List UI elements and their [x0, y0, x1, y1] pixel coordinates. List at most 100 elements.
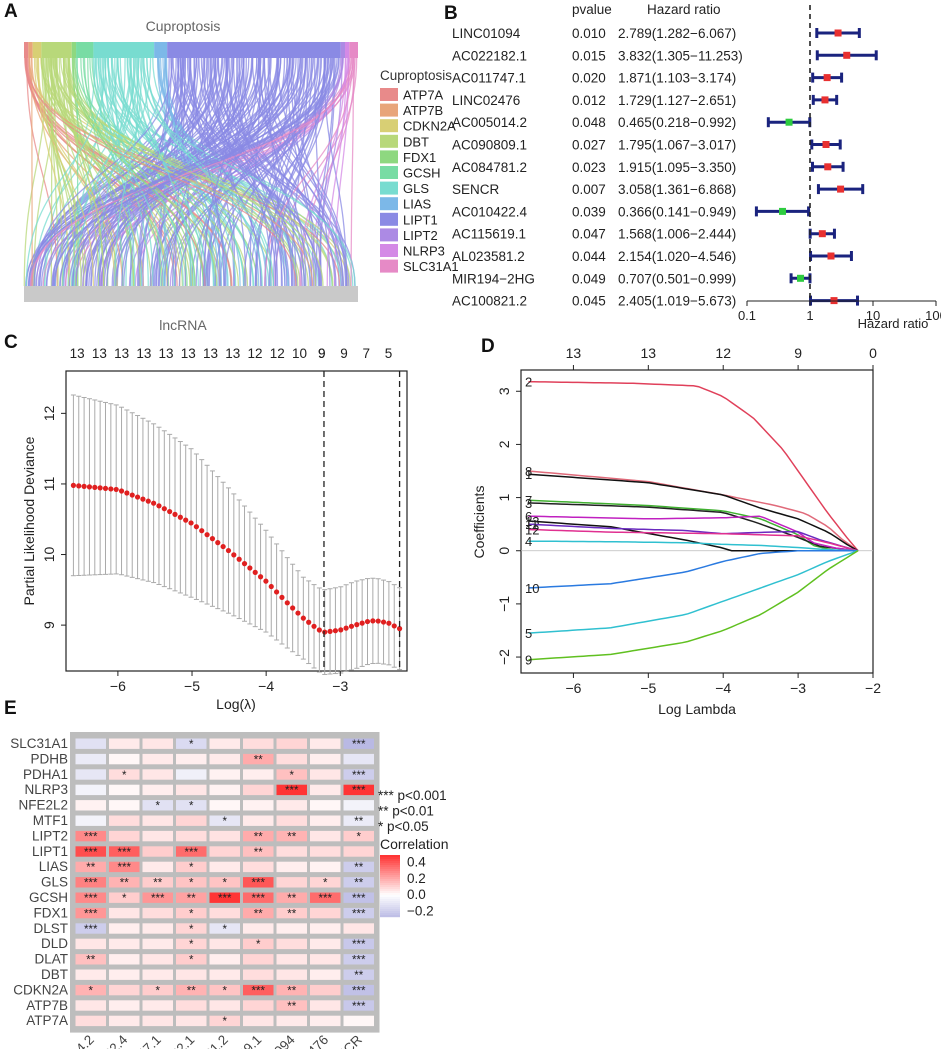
panel-e-heatmap: E SLC31A1****PDHB**PDHA1*****NLRP3******… [4, 698, 448, 1049]
cv-point [349, 624, 354, 629]
cv-point [98, 485, 103, 490]
cv-point [392, 623, 397, 628]
heatmap-star: *** [151, 893, 165, 905]
cv-point [306, 620, 311, 625]
heatmap-cell [143, 739, 174, 749]
forest-gene-label: AC100821.2 [452, 294, 527, 309]
heatmap-cell [109, 939, 140, 949]
coef-y-tick-label: 1 [496, 493, 512, 501]
cv-top-count: 13 [114, 346, 129, 361]
cv-x-tick-label: −5 [184, 678, 200, 694]
colorbar-title: Correlation [380, 836, 448, 852]
cv-point [103, 486, 108, 491]
forest-gene-label: MIR194−2HG [452, 271, 535, 286]
heatmap-cell [143, 816, 174, 826]
cv-xlabel: Log(λ) [216, 696, 256, 712]
heatmap-star: ** [254, 908, 263, 920]
cv-y-tick-label: 10 [41, 547, 57, 563]
heatmap-star: *** [252, 878, 266, 890]
coef-y-tick-label: 0 [496, 547, 512, 555]
heatmap-cell [310, 1000, 341, 1010]
heatmap-cell [176, 970, 207, 980]
cv-top-count: 13 [159, 346, 174, 361]
heatmap-row-label: DBT [41, 967, 68, 982]
forest-hr-text: 0.366(0.141−0.949) [618, 204, 736, 219]
panel-label-c: C [4, 332, 18, 353]
heatmap-cell [310, 970, 341, 980]
cv-point [317, 627, 322, 632]
forest-hr-text: 0.707(0.501−0.999) [618, 271, 736, 286]
heatmap-star: * [156, 801, 161, 813]
heatmap-star: *** [84, 847, 98, 859]
heatmap-cell [210, 785, 241, 795]
heatmap-cell [76, 939, 107, 949]
coef-series-line [529, 524, 859, 551]
heatmap-cell [310, 939, 341, 949]
forest-hr-text: 2.154(1.020−4.546) [618, 249, 736, 264]
heatmap-cell [344, 800, 375, 810]
heatmap-cell [109, 831, 140, 841]
heatmap-row-label: ATP7A [26, 1013, 68, 1028]
heatmap-cell [176, 1016, 207, 1026]
heatmap-star: *** [352, 985, 366, 997]
coef-series-line [529, 382, 859, 551]
panel-label-d: D [481, 336, 495, 357]
heatmap-star: ** [153, 878, 162, 890]
forest-gene-label: AL023581.2 [452, 249, 525, 264]
colorbar-band [380, 909, 400, 911]
legend-swatch [380, 213, 398, 226]
legend-swatch [380, 104, 398, 117]
cv-point [172, 512, 177, 517]
forest-gene-label: AC084781.2 [452, 160, 527, 175]
legend-label: GLS [403, 181, 429, 196]
legend-swatch [380, 150, 398, 163]
forest-gene-label: SENCR [452, 182, 500, 197]
heatmap-cell [176, 816, 207, 826]
heatmap-cell [344, 846, 375, 856]
forest-x-tick-label: 1 [806, 308, 813, 323]
heatmap-star: *** [319, 893, 333, 905]
forest-hr-text: 2.405(1.019−5.673) [618, 294, 736, 309]
heatmap-star: * [223, 924, 228, 936]
heatmap-cell [210, 846, 241, 856]
colorbar-band [380, 899, 400, 901]
heatmap-star: *** [84, 831, 98, 843]
heatmap-row-label: GCSH [29, 890, 68, 905]
heatmap-cell [176, 769, 207, 779]
colorbar-band [380, 889, 400, 891]
heatmap-star: * [122, 770, 127, 782]
cv-point [327, 629, 332, 634]
heatmap-cell [243, 800, 274, 810]
heatmap-cell [143, 831, 174, 841]
cv-top-count: 5 [385, 346, 393, 361]
cv-point [381, 619, 386, 624]
forest-gene-label: LINC02476 [452, 93, 520, 108]
colorbar-band [380, 913, 400, 915]
forest-pvalue: 0.012 [572, 93, 606, 108]
heatmap-cell [243, 862, 274, 872]
coef-series-label: 5 [525, 626, 532, 641]
heatmap-cell [277, 877, 308, 887]
legend-swatch [380, 166, 398, 179]
colorbar-band [380, 873, 400, 875]
heatmap-cell [310, 862, 341, 872]
colorbar-band [380, 881, 400, 883]
heatmap-row-label: SLC31A1 [10, 736, 68, 751]
heatmap-cell [277, 1016, 308, 1026]
forest-point [824, 74, 831, 81]
heatmap-cell [76, 970, 107, 980]
heatmap-star: ** [120, 878, 129, 890]
colorbar-band [380, 871, 400, 873]
heatmap-cell [243, 1000, 274, 1010]
heatmap-star: ** [86, 862, 95, 874]
heatmap-cell [310, 846, 341, 856]
sankey-title: Cuproptosis [146, 18, 221, 34]
heatmap-star: *** [84, 924, 98, 936]
cv-point [204, 532, 209, 537]
heatmap-cell [143, 1016, 174, 1026]
forest-pvalue: 0.044 [572, 249, 606, 264]
cv-point [322, 629, 327, 634]
coef-x-tick-label: −5 [640, 680, 656, 696]
